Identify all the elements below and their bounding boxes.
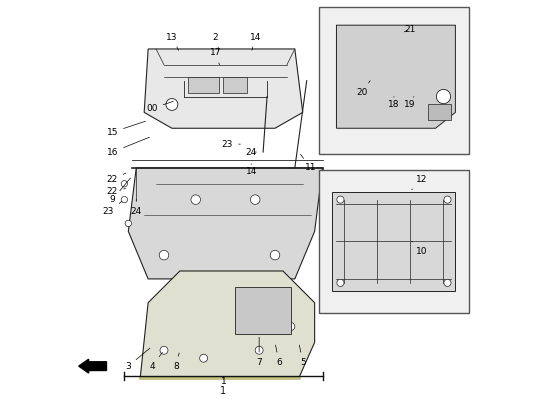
- Text: 9: 9: [109, 178, 130, 204]
- Circle shape: [125, 220, 131, 226]
- Text: 5: 5: [299, 345, 306, 367]
- Text: 18: 18: [388, 96, 400, 109]
- Circle shape: [444, 279, 451, 286]
- Circle shape: [121, 180, 128, 187]
- Circle shape: [270, 250, 280, 260]
- Circle shape: [287, 322, 295, 330]
- Circle shape: [121, 196, 128, 203]
- Text: 19: 19: [404, 96, 416, 109]
- Text: 21: 21: [404, 25, 415, 34]
- Text: a part: a part: [213, 235, 242, 260]
- Text: 1: 1: [221, 378, 227, 386]
- Circle shape: [160, 250, 169, 260]
- Text: 6: 6: [276, 345, 282, 367]
- Text: 7: 7: [256, 337, 262, 367]
- Text: 22: 22: [107, 187, 125, 196]
- Text: 2: 2: [213, 32, 219, 50]
- Text: 10: 10: [412, 241, 427, 256]
- Text: 11: 11: [300, 154, 316, 172]
- Polygon shape: [337, 25, 455, 128]
- Circle shape: [166, 98, 178, 110]
- Text: 8: 8: [173, 353, 179, 371]
- Text: 14: 14: [245, 164, 257, 176]
- FancyBboxPatch shape: [235, 287, 291, 334]
- Circle shape: [160, 346, 168, 354]
- FancyArrow shape: [79, 359, 107, 373]
- FancyBboxPatch shape: [188, 77, 219, 92]
- Circle shape: [255, 346, 263, 354]
- FancyBboxPatch shape: [428, 104, 452, 120]
- Polygon shape: [333, 192, 455, 291]
- Text: 23: 23: [103, 201, 122, 216]
- Circle shape: [337, 196, 344, 203]
- Text: eurocarparts1985: eurocarparts1985: [178, 182, 277, 257]
- Text: 22: 22: [107, 173, 126, 184]
- Text: 24: 24: [246, 148, 257, 156]
- Text: 15: 15: [107, 121, 146, 137]
- Text: 4: 4: [149, 352, 162, 371]
- Text: 23: 23: [222, 140, 240, 149]
- Text: 14: 14: [250, 32, 261, 50]
- Text: since: since: [242, 220, 268, 243]
- Text: 12: 12: [412, 175, 427, 190]
- Text: 24: 24: [130, 200, 142, 216]
- Polygon shape: [140, 271, 315, 378]
- Circle shape: [337, 279, 344, 286]
- FancyBboxPatch shape: [223, 77, 248, 92]
- Circle shape: [191, 195, 200, 204]
- FancyBboxPatch shape: [318, 170, 469, 313]
- Text: 00: 00: [146, 101, 173, 113]
- Circle shape: [436, 90, 450, 104]
- Text: 17: 17: [210, 48, 221, 65]
- Polygon shape: [144, 49, 302, 128]
- Text: 3: 3: [125, 348, 150, 371]
- Circle shape: [444, 196, 451, 203]
- Text: 16: 16: [107, 137, 150, 156]
- Text: 1: 1: [221, 386, 227, 396]
- FancyBboxPatch shape: [318, 7, 469, 154]
- Text: 13: 13: [166, 32, 179, 50]
- Circle shape: [250, 195, 260, 204]
- Text: 20: 20: [356, 81, 370, 97]
- Circle shape: [200, 354, 207, 362]
- Polygon shape: [128, 168, 323, 279]
